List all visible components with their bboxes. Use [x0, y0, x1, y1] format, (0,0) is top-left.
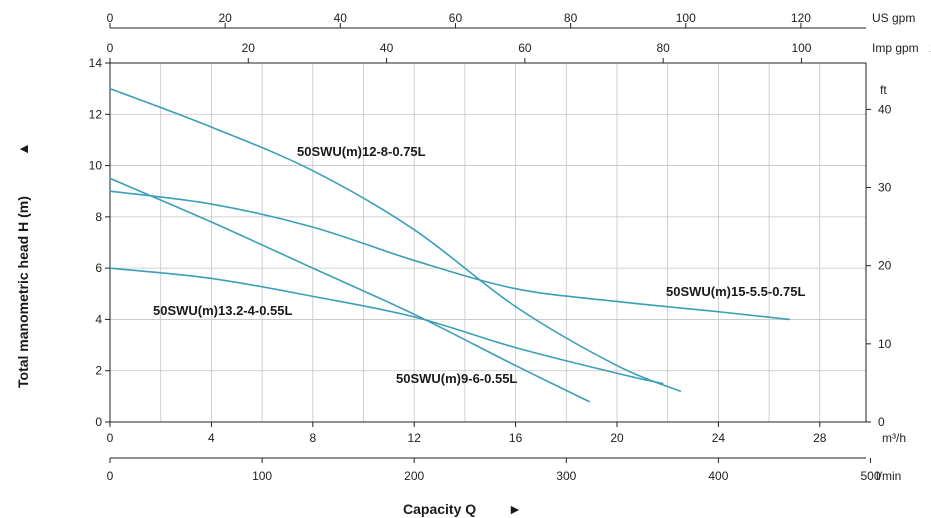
x-tick-label: 0 [107, 431, 114, 445]
us-gpm-unit: US gpm [872, 11, 915, 25]
lmin-tick-label: 500 [860, 469, 880, 483]
imp-gpm-unit: Imp gpm [872, 41, 919, 55]
y-tick-label: 12 [89, 107, 103, 121]
usgpm-tick-label: 40 [334, 11, 348, 25]
impgpm-tick-label: 0 [107, 41, 114, 55]
x-tick-label: 24 [712, 431, 726, 445]
x-axis-arrow-icon: ► [508, 501, 522, 517]
performance-curves [109, 87, 791, 403]
x-tick-label: 20 [610, 431, 624, 445]
y-right-tick-label: 10 [878, 337, 892, 351]
impgpm-tick-label: 100 [791, 41, 811, 55]
m3h-axis-ticks: 0 4 8 12 16 20 24 28 [107, 422, 827, 445]
usgpm-tick-label: 80 [564, 11, 578, 25]
x-tick-label: 12 [408, 431, 422, 445]
lmin-tick-label: 400 [708, 469, 728, 483]
usgpm-tick-label: 120 [791, 11, 811, 25]
curve-50swu-m-13-2-4-0-55l [109, 267, 664, 385]
y-tick-label: 4 [95, 312, 102, 326]
plot-frame [109, 62, 867, 423]
curve-labels: 50SWU(m)12-8-0.75L 50SWU(m)15-5.5-0.75L … [153, 144, 805, 386]
series-label-9-6-0-55l: 50SWU(m)9-6-0.55L [396, 371, 517, 386]
us-gpm-axis: 0 20 40 60 80 100 120 US gpm [107, 11, 915, 29]
y-right-tick-label: 0 [878, 415, 885, 429]
y-tick-label: 2 [95, 364, 102, 378]
y-tick-label: 8 [95, 210, 102, 224]
l-min-axis: 0 100 200 300 400 500 l/min [107, 457, 901, 483]
usgpm-tick-label: 20 [218, 11, 232, 25]
y-axis-arrow-icon: ▲ [15, 142, 31, 156]
curve-50swu-m-15-5-5-0-75l [109, 190, 791, 321]
impgpm-tick-label: 120 [930, 41, 931, 55]
x-tick-label: 16 [509, 431, 523, 445]
m3h-unit: m³/h [882, 431, 906, 445]
y-tick-label: 6 [95, 261, 102, 275]
y-tick-label: 0 [95, 415, 102, 429]
head-ft-ticks: 0 10 20 30 40 [866, 102, 892, 429]
y-axis-title: Total manometric head H (m) ▲ [15, 142, 31, 388]
x-axis-title: Capacity Q ► [403, 501, 522, 517]
y-axis-label: Total manometric head H (m) [15, 196, 31, 388]
impgpm-tick-label: 60 [518, 41, 532, 55]
series-label-15-5-5-0-75l: 50SWU(m)15-5.5-0.75L [666, 284, 805, 299]
y-right-tick-label: 30 [878, 181, 892, 195]
impgpm-tick-label: 40 [380, 41, 394, 55]
y-right-tick-label: 20 [878, 259, 892, 273]
vertical-gridlines [160, 63, 821, 422]
ft-unit: ft [880, 83, 887, 97]
y-right-tick-label: 40 [878, 102, 892, 116]
usgpm-tick-label: 0 [107, 11, 114, 25]
plot-area [109, 62, 867, 423]
horizontal-gridlines [110, 113, 866, 372]
curve-50swu-m-12-8-0-75l [109, 87, 682, 393]
head-m-ticks: 0 2 4 6 8 10 12 14 [89, 56, 110, 429]
usgpm-tick-label: 100 [676, 11, 696, 25]
x-axis-label: Capacity Q [403, 501, 476, 517]
curve-50swu-m-9-6-0-55l [109, 177, 590, 403]
x-tick-label: 8 [309, 431, 316, 445]
impgpm-tick-label: 80 [656, 41, 670, 55]
x-tick-label: 28 [813, 431, 827, 445]
y-tick-label: 14 [89, 56, 103, 70]
l-min-unit: l/min [876, 469, 901, 483]
lmin-tick-label: 300 [556, 469, 576, 483]
series-label-12-8-0-75l: 50SWU(m)12-8-0.75L [297, 144, 426, 159]
x-tick-label: 4 [208, 431, 215, 445]
impgpm-tick-label: 20 [242, 41, 256, 55]
series-label-13-2-4-0-55l: 50SWU(m)13.2-4-0.55L [153, 303, 292, 318]
y-tick-label: 10 [89, 159, 103, 173]
lmin-tick-label: 200 [404, 469, 424, 483]
lmin-tick-label: 0 [107, 469, 114, 483]
usgpm-tick-label: 60 [449, 11, 463, 25]
lmin-tick-label: 100 [252, 469, 272, 483]
imp-gpm-axis: 020406080100120140 Imp gpm [107, 41, 931, 63]
